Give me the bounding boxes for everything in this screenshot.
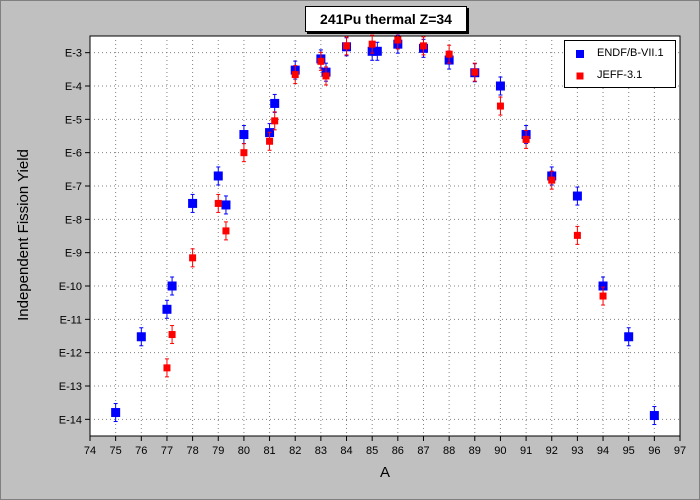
y-tick-label: E-7 (65, 181, 82, 193)
jeff-point (266, 137, 274, 145)
y-tick-label: E-10 (59, 281, 82, 293)
legend-marker-endf (576, 50, 584, 58)
y-tick-label: E-3 (65, 48, 82, 60)
endf-point (598, 281, 608, 291)
y-tick-label: E-13 (59, 381, 82, 393)
x-tick-label: 81 (263, 445, 275, 457)
x-tick-label: 90 (494, 445, 506, 457)
jeff-point (368, 40, 376, 48)
y-tick-label: E-12 (59, 348, 82, 360)
endf-point (624, 332, 634, 342)
jeff-point (573, 231, 581, 239)
jeff-point (168, 331, 176, 339)
endf-point (136, 332, 146, 342)
jeff-point (163, 364, 171, 372)
jeff-point (317, 57, 325, 65)
legend-item-endf: ENDF/B-VII.1 (565, 45, 675, 63)
x-tick-label: 78 (186, 445, 198, 457)
y-tick-label: E-6 (65, 148, 82, 160)
endf-point (572, 191, 582, 201)
x-tick-label: 91 (520, 445, 532, 457)
endf-point (188, 198, 198, 208)
legend-item-jeff: JEFF-3.1 (565, 67, 675, 85)
y-tick-label: E-8 (65, 214, 82, 226)
x-tick-label: 75 (110, 445, 122, 457)
x-tick-label: 93 (571, 445, 583, 457)
jeff-point (189, 254, 197, 262)
jeff-point (343, 42, 351, 50)
plot-area (89, 35, 681, 437)
jeff-point (240, 149, 248, 157)
data-points (111, 30, 659, 426)
endf-point (270, 98, 280, 108)
x-tick-label: 79 (212, 445, 224, 457)
y-tick-label: E-9 (65, 248, 82, 260)
x-tick-label: 76 (135, 445, 147, 457)
endf-point (213, 171, 223, 181)
jeff-point (214, 199, 222, 207)
y-tick-label: E-14 (59, 414, 82, 426)
y-tick-label: E-4 (65, 81, 82, 93)
x-tick-label: 88 (443, 445, 455, 457)
endf-point (221, 200, 231, 210)
x-axis-label: A (379, 464, 390, 481)
x-tick-label: 83 (315, 445, 327, 457)
x-tick-label: 80 (238, 445, 250, 457)
jeff-point (322, 72, 330, 80)
x-axis: 74 75 76 77 78 79 80 81 82 83 84 85 86 87 88 89 90 91 92 93… (84, 436, 686, 457)
x-tick-label: 94 (597, 445, 609, 457)
x-tick-label: 86 (392, 445, 404, 457)
legend: ENDF/B-VII.1 JEFF-3.1 (564, 40, 676, 88)
chart-title: 241Pu thermal Z=34 (305, 6, 467, 32)
endf-point (111, 408, 121, 418)
y-axis: E-3 E-4 E-5 E-6 E-7 E-8 E-9 E-10 E-11 E-12 E-13 E-1… (59, 48, 90, 426)
jeff-point (471, 68, 479, 76)
endf-point (372, 46, 382, 56)
jeff-point (445, 50, 453, 58)
endf-point (162, 304, 172, 314)
legend-label-jeff: JEFF-3.1 (597, 69, 643, 81)
y-axis-label: Independent Fission Yield (15, 149, 32, 321)
x-tick-label: 97 (674, 445, 686, 457)
x-tick-label: 74 (84, 445, 96, 457)
jeff-point (419, 42, 427, 50)
x-tick-label: 85 (366, 445, 378, 457)
x-tick-label: 92 (546, 445, 558, 457)
jeff-point (496, 102, 504, 110)
y-tick-label: E-5 (65, 114, 82, 126)
jeff-point (599, 292, 607, 300)
endf-point (649, 411, 659, 421)
jeff-point (291, 71, 299, 79)
endf-point (239, 130, 249, 140)
jeff-point (394, 36, 402, 44)
x-tick-label: 84 (340, 445, 352, 457)
jeff-point (548, 176, 556, 184)
jeff-point (271, 117, 279, 125)
x-tick-label: 95 (623, 445, 635, 457)
endf-point (495, 81, 505, 91)
x-tick-label: 96 (648, 445, 660, 457)
jeff-point (522, 135, 530, 143)
x-tick-label: 77 (161, 445, 173, 457)
x-tick-label: 87 (417, 445, 429, 457)
x-tick-label: 89 (469, 445, 481, 457)
endf-point (167, 281, 177, 291)
jeff-point (222, 227, 230, 235)
legend-label-endf: ENDF/B-VII.1 (597, 47, 664, 59)
y-tick-label: E-11 (60, 314, 82, 326)
x-tick-label: 82 (289, 445, 301, 457)
legend-marker-jeff (576, 72, 584, 80)
